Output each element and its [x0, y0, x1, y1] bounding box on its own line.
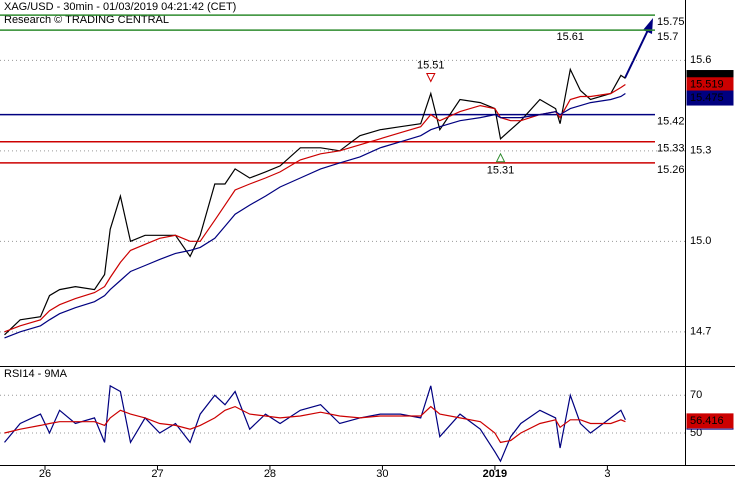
x-tick-label: 3: [604, 468, 610, 480]
y-tick-label: 14.7: [690, 326, 711, 338]
y-tick-label: 15.6: [690, 54, 711, 66]
low-marker: [495, 152, 506, 163]
series-line: [4, 67, 626, 336]
last-value-label: 56.416: [690, 415, 724, 427]
last-value-label: 15.475: [690, 92, 724, 104]
rsi-title: RSI14 - 9MA: [4, 368, 68, 380]
y-tick-label: 15.3: [690, 145, 711, 157]
chart-title: XAG/USD - 30min - 01/03/2019 04:21:42 (C…: [4, 1, 236, 13]
level-label: 15.75: [657, 16, 685, 28]
last-value-label: 15.519: [690, 79, 724, 91]
annotation-label: 15.31: [487, 165, 515, 177]
x-tick-label: 28: [264, 468, 276, 480]
annotation-label: 15.51: [417, 59, 445, 71]
level-label: 15.26: [657, 164, 685, 176]
last-value-box: [686, 90, 734, 106]
level-label: 15.33: [657, 143, 685, 155]
x-tick-label: 27: [151, 468, 163, 480]
series-line: [4, 405, 626, 444]
chart-subtitle: Research © TRADING CENTRAL: [4, 14, 169, 26]
level-label: 15.42: [657, 116, 685, 128]
y-tick-label: 70: [690, 389, 702, 401]
last-value-box: [686, 413, 734, 429]
series-line: [4, 384, 626, 463]
y-tick-label: 15.0: [690, 235, 711, 247]
x-tick-label: 26: [39, 468, 51, 480]
x-tick-label: 2019: [483, 468, 507, 480]
x-tick-label: 30: [376, 468, 388, 480]
high-marker: [425, 72, 436, 83]
level-label: 15.7: [657, 31, 678, 43]
series-line: [4, 93, 626, 339]
y-tick-label: 50: [690, 427, 702, 439]
projection-arrow: [624, 29, 649, 79]
annotation-label: 15.61: [557, 31, 585, 43]
